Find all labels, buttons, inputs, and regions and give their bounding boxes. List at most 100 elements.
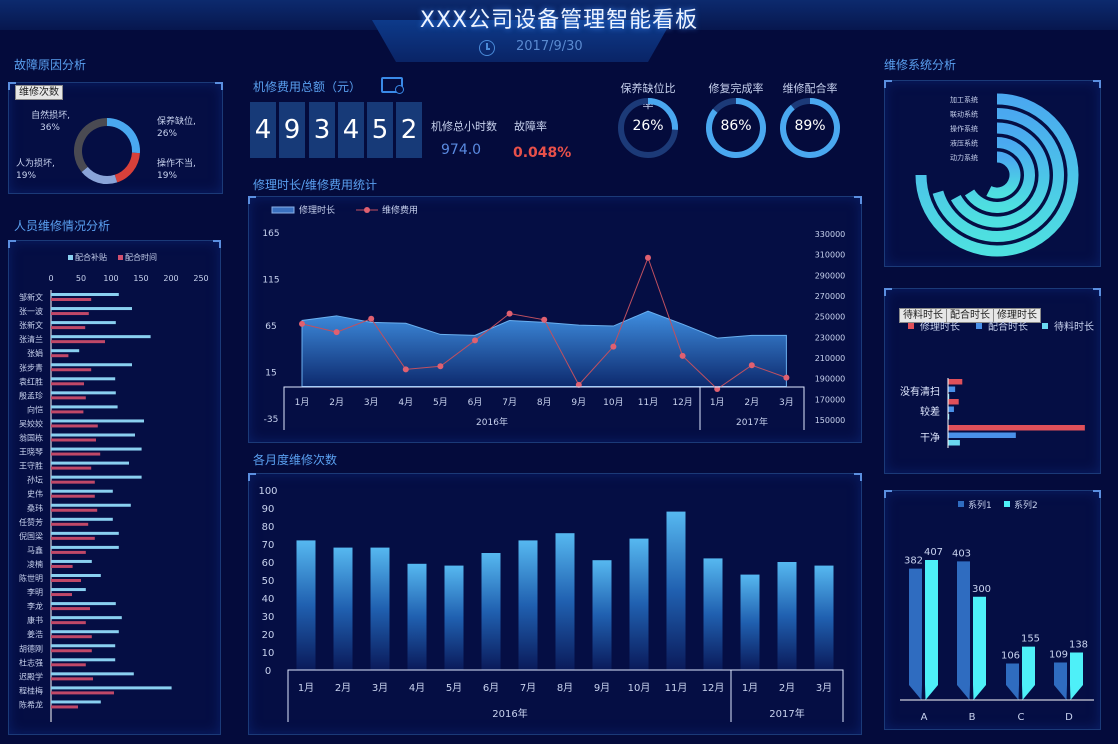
- subsidy-bar: [51, 363, 132, 367]
- y2-tick-label: 190000: [815, 375, 846, 384]
- y-tick-label: 165: [262, 229, 279, 239]
- time-bar: [51, 663, 86, 667]
- system-ring: [964, 137, 1035, 213]
- category-label: 没有清扫: [900, 385, 940, 398]
- system-label: 液压系统: [950, 139, 978, 148]
- month-bar: [481, 553, 501, 670]
- x-tick-label: 11月: [665, 682, 688, 694]
- x-tick-label: 5月: [433, 397, 448, 408]
- repair-count-button[interactable]: 维修次数: [15, 85, 63, 100]
- subsidy-bar: [51, 391, 116, 395]
- person-name: 张一波: [19, 306, 43, 316]
- month-bar: [740, 574, 760, 670]
- legend-label: 系列1: [968, 499, 992, 511]
- time-bar: [51, 354, 69, 358]
- cost-digit: 4: [338, 102, 364, 158]
- person-name: 张步青: [19, 362, 43, 372]
- y-tick-label: 115: [262, 276, 279, 286]
- x-tick-label: 10月: [628, 682, 651, 694]
- x-tick-label: 4月: [398, 397, 413, 408]
- cost-point: [541, 316, 548, 323]
- y-tick-label: 15: [265, 369, 276, 379]
- y2-tick-label: 330000: [815, 230, 846, 239]
- y2-tick-label: 270000: [815, 292, 846, 301]
- x-tick-label: 9月: [594, 682, 610, 694]
- data-label: 382: [904, 556, 923, 567]
- cost-digit: 9: [279, 102, 305, 158]
- system-ring: [950, 122, 1050, 228]
- cost-digit: 4: [250, 102, 276, 158]
- time-bar: [51, 494, 95, 498]
- gauge-label: 保养缺位比率: [620, 82, 676, 111]
- wait-time-button[interactable]: 待料时长: [899, 308, 947, 323]
- subsidy-bar: [51, 489, 113, 493]
- legend-swatch: [118, 255, 123, 260]
- donut-slice: [114, 152, 140, 183]
- y-tick-label: 50: [262, 576, 275, 587]
- x-tick-label: A: [921, 712, 928, 723]
- legend-swatch: [1004, 501, 1010, 507]
- donut-label: 自然损坏,: [31, 109, 70, 121]
- time-bar: [51, 705, 78, 709]
- y2-tick-label: 250000: [815, 313, 846, 322]
- subsidy-bar: [51, 419, 144, 423]
- data-label: 138: [1069, 640, 1088, 651]
- data-label: 106: [1001, 651, 1020, 662]
- time-bar: [51, 607, 90, 611]
- system-label: 联动系统: [950, 110, 978, 119]
- monitor-gear-icon: [381, 77, 404, 94]
- x-tick-label: 1月: [742, 682, 758, 694]
- donut-slice: [74, 118, 108, 173]
- legend-label: 配合补贴: [75, 252, 107, 262]
- series-bar: [1006, 663, 1019, 700]
- y-tick-label: 20: [262, 630, 275, 641]
- series-bar: [973, 596, 986, 700]
- cost-point: [506, 310, 513, 317]
- time-bar: [51, 579, 81, 582]
- x-tick-label: 4月: [409, 682, 425, 694]
- group-label: 2016年: [492, 707, 527, 720]
- legend-swatch: [1042, 323, 1048, 329]
- subsidy-bar: [51, 405, 118, 409]
- data-label: 407: [924, 547, 943, 558]
- gauge-fill: [647, 98, 678, 130]
- x-tick-label: 6月: [468, 397, 483, 408]
- y2-tick-label: 170000: [815, 395, 846, 404]
- person-name: 孙坛: [27, 475, 43, 485]
- time-bar: [51, 649, 92, 653]
- x-tick-label: 2月: [335, 682, 351, 694]
- subsidy-bar: [51, 616, 122, 620]
- repair-time-button[interactable]: 修理时长: [993, 308, 1041, 323]
- gauge-label: 修复完成率: [708, 82, 764, 95]
- y2-tick-label: 310000: [815, 251, 846, 260]
- failure-rate-value: 0.048%: [513, 145, 572, 161]
- month-bar: [370, 547, 390, 670]
- person-name: 袁红胜: [19, 376, 43, 386]
- group-label: 2017年: [769, 707, 804, 720]
- person-name: 桑玮: [27, 503, 43, 513]
- failure-rate-label: 故障率: [514, 120, 547, 133]
- time-bar: [51, 326, 86, 330]
- donut-label: 人为损坏,: [16, 157, 55, 169]
- time-bar: [51, 298, 92, 301]
- page-title: XXX公司设备管理智能看板: [419, 8, 699, 33]
- cost-point: [679, 352, 686, 359]
- person-name: 陈世明: [19, 573, 43, 583]
- time-bar: [51, 424, 98, 428]
- person-name: 马鑫: [27, 545, 43, 555]
- data-label: 155: [1021, 634, 1040, 645]
- person-name: 王守胜: [19, 461, 43, 471]
- cost-point: [645, 254, 651, 261]
- person-name: 张清兰: [19, 334, 43, 344]
- cost-point: [299, 320, 305, 327]
- cost-point: [472, 337, 478, 344]
- system-title: 维修系统分析: [884, 58, 957, 72]
- legend-swatch: [68, 255, 73, 260]
- person-name: 胡德刚: [19, 643, 43, 653]
- cost-point: [333, 329, 340, 336]
- y-tick-label: 100: [258, 486, 277, 497]
- y-tick-label: 0: [265, 666, 271, 677]
- x-tick-label: 12月: [702, 682, 725, 694]
- time-bar: [51, 564, 73, 568]
- subsidy-bar: [51, 307, 132, 311]
